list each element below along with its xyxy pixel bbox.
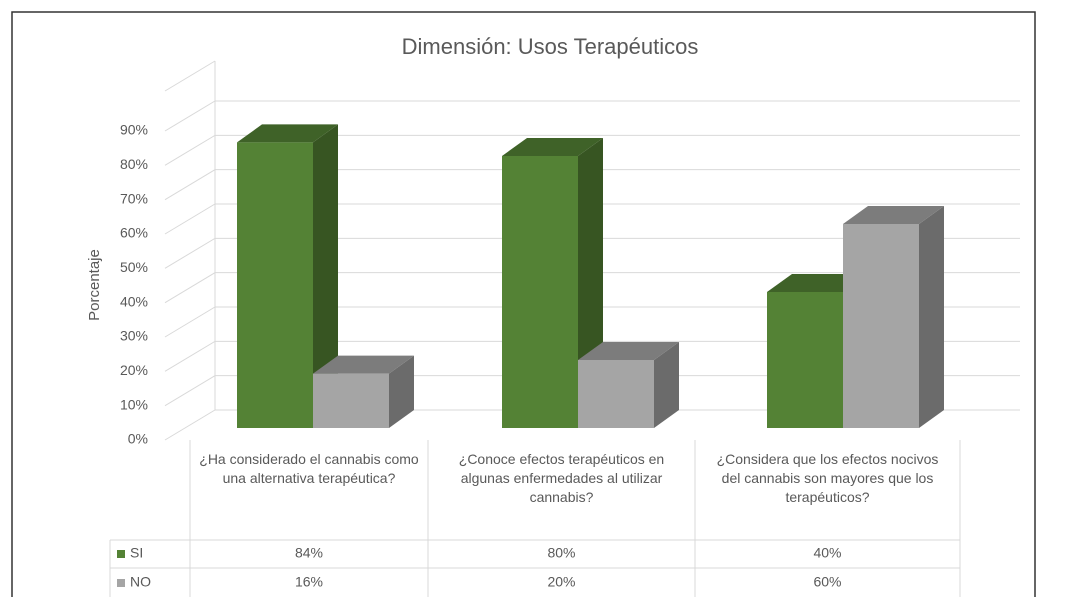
data-label: 20% — [547, 574, 575, 590]
left-wall-edge — [164, 60, 216, 92]
data-label: 60% — [813, 574, 841, 590]
legend-label: NO — [130, 574, 151, 590]
data-label: 16% — [295, 574, 323, 590]
category-label: ¿Considera que los efectos nocivos del c… — [716, 451, 939, 505]
bar — [313, 373, 389, 428]
bar — [843, 224, 919, 428]
bar — [502, 156, 578, 428]
legend-swatch — [117, 579, 125, 587]
y-tick-label: 40% — [120, 293, 148, 309]
bar-top — [767, 274, 868, 292]
bar-side — [389, 355, 414, 428]
bar-side — [919, 206, 944, 428]
y-tick-label: 30% — [120, 328, 148, 344]
bar-top — [578, 342, 679, 360]
y-tick-label: 90% — [120, 122, 148, 138]
y-tick-label: 20% — [120, 362, 148, 378]
legend-swatch — [117, 550, 125, 558]
chart-title: Dimensión: Usos Terapéuticos — [402, 34, 699, 59]
bar-top — [502, 138, 603, 156]
bar-top — [313, 355, 414, 374]
bar — [767, 292, 843, 428]
bar-side — [313, 124, 338, 429]
bar-side — [654, 342, 679, 428]
y-tick-label: 10% — [120, 396, 148, 412]
bar-top — [843, 206, 944, 224]
category-label: ¿Conoce efectos terapéuticos en algunas … — [458, 451, 665, 505]
y-tick-label: 0% — [128, 431, 148, 447]
data-label: 40% — [813, 545, 841, 561]
y-tick-label: 80% — [120, 156, 148, 172]
data-label: 84% — [295, 545, 323, 561]
y-tick-label: 50% — [120, 259, 148, 275]
y-tick-label: 70% — [120, 190, 148, 206]
data-label: 80% — [547, 545, 575, 561]
bar-top — [237, 124, 338, 143]
legend-label: SI — [130, 545, 143, 561]
bar — [578, 360, 654, 428]
category-label: ¿Ha considerado el cannabis como una alt… — [199, 451, 419, 486]
y-tick-label: 60% — [120, 225, 148, 241]
y-axis-label: Porcentaje — [86, 249, 103, 321]
bar — [237, 142, 313, 428]
